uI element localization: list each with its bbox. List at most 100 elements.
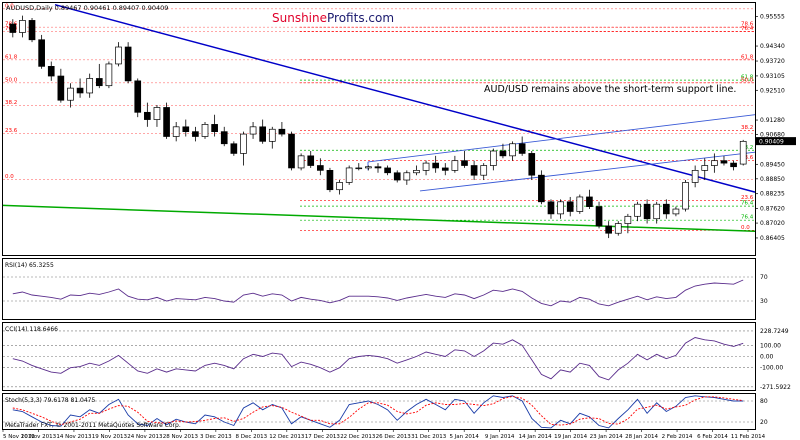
candle [365, 165, 372, 171]
candle [461, 151, 468, 168]
candle [28, 17, 36, 43]
rsi-tick-label: 70 [760, 274, 768, 281]
candle-body-down [182, 126, 190, 133]
candle [220, 126, 228, 147]
candle-body-down [192, 131, 199, 137]
stoch-main-line [12, 395, 744, 429]
current-price-label: 0.90409 [759, 138, 784, 145]
cci-tick-label: 228.7249 [760, 328, 789, 335]
candle-body-up [557, 201, 564, 215]
candle-body-down [384, 167, 391, 174]
candle [240, 131, 247, 166]
fib-label-right-2: 61.8 [741, 54, 754, 60]
candle [163, 102, 170, 139]
candle [682, 180, 689, 212]
price-tick-label: 0.87620 [760, 206, 785, 213]
channel-upper-line [367, 114, 756, 163]
candle [326, 167, 334, 193]
fib-label-right-3: 61.8 [741, 75, 754, 81]
candle-body-up [672, 208, 680, 215]
fib-label-left-3: 61.8 [5, 54, 18, 60]
candle-body-down [499, 150, 507, 157]
x-tick-label: 2 Feb 2014 [662, 434, 693, 440]
candle-body-down [307, 155, 315, 166]
candle [691, 165, 699, 188]
candle [278, 121, 286, 137]
candle [701, 158, 709, 181]
fib-label-right-0: 78.6 [741, 22, 754, 28]
candle-body-up [653, 203, 661, 220]
candle [422, 160, 430, 176]
price-tick-label: 0.88850 [760, 176, 785, 183]
candle [576, 194, 584, 214]
candle-body-up [19, 20, 26, 33]
candle-body-up [422, 162, 430, 171]
candle-body-down [432, 162, 439, 169]
x-tick-label: 8 Dec 2013 [236, 434, 268, 440]
x-tick-label: 5 Nov 2013 [3, 434, 35, 440]
current-price-marker [756, 137, 796, 146]
candle-body-down [57, 75, 65, 101]
candle [288, 131, 295, 171]
long-term-downtrend-line [54, 3, 756, 193]
fib-label-right-1: 76.4 [741, 26, 754, 32]
candle [403, 170, 411, 185]
fib-label-left-0: 0.0 [5, 3, 14, 9]
fib-label-right-8: 23.6 [741, 195, 754, 201]
candle-body-up [86, 78, 94, 94]
price-tick-label: 0.87020 [760, 220, 785, 227]
candle-body-down [47, 66, 55, 77]
candle-body-up [268, 128, 276, 142]
candle-body-down [288, 133, 295, 169]
candle [489, 148, 497, 171]
cci-title: CCI(14) 118.6466 [5, 326, 58, 333]
candle [672, 206, 680, 217]
brand-logo: SunshineProfits.com [272, 11, 394, 25]
rsi-panel [2, 258, 756, 320]
candle [384, 165, 391, 176]
candle-body-up [105, 63, 113, 87]
candle-body-down [605, 225, 612, 234]
candle [307, 151, 315, 168]
x-tick-label: 6 Feb 2014 [697, 434, 728, 440]
candle [230, 141, 238, 156]
x-tick-label: 31 Dec 2013 [411, 434, 447, 440]
candle-body-up [336, 182, 343, 191]
candle-body-up [115, 46, 122, 65]
candle-body-down [220, 131, 228, 145]
candle-body-down [461, 160, 468, 166]
candle [441, 163, 449, 176]
candle-body-up [172, 126, 180, 137]
candle-body-down [326, 170, 334, 191]
candle-body-down [76, 87, 84, 94]
candle-body-up [711, 160, 718, 166]
x-tick-label: 11 Feb 2014 [731, 434, 766, 440]
candle-body-up [153, 107, 161, 120]
candle-body-up [451, 160, 459, 171]
candle-body-down [547, 201, 555, 215]
price-tick-label: 0.92510 [760, 87, 785, 94]
candle [528, 151, 536, 181]
cci-tick-label: 0.00 [760, 354, 774, 361]
candle-body-down [124, 46, 132, 82]
candle-body-down [134, 80, 142, 113]
candle-body-up [249, 126, 257, 135]
candle [480, 163, 488, 181]
candle [595, 201, 603, 229]
candle [201, 121, 209, 139]
long-term-support-line [2, 204, 756, 233]
fib-label-left-6: 23.6 [5, 128, 18, 134]
candle-body-up [365, 166, 372, 169]
candle-body-up [576, 196, 584, 212]
x-tick-label: 28 Nov 2013 [163, 434, 199, 440]
fib-label-right-6: 38.2 [741, 145, 753, 151]
cci-tick-label: -271.5922 [760, 384, 791, 391]
stoch-tick-label: 80 [760, 398, 768, 405]
cci-tick-label: -100.00 [760, 365, 783, 372]
x-tick-label: 28 Jan 2014 [625, 434, 658, 440]
candle-body-up [480, 165, 488, 176]
x-tick-label: 14 Jan 2014 [519, 434, 552, 440]
footer-text: MetaTrader FXT, © 2001-2011 MetaQuotes S… [5, 422, 181, 429]
x-tick-label: 10 Nov 2013 [21, 434, 57, 440]
candle-body-down [28, 20, 36, 41]
